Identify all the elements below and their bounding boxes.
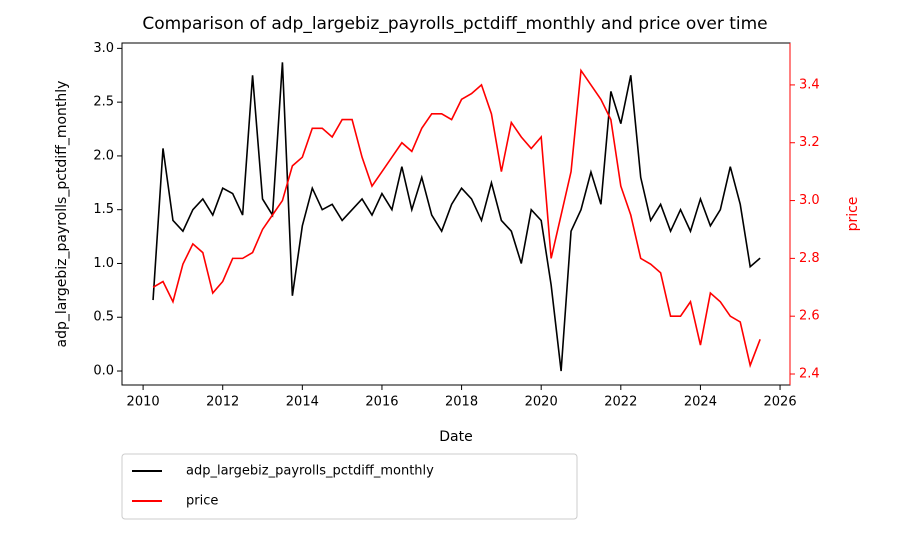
legend-label: adp_largebiz_payrolls_pctdiff_monthly (186, 464, 434, 479)
data-line (152, 62, 761, 372)
data-line (152, 68, 761, 369)
y-tick-label: 0.5 (93, 310, 114, 325)
x-tick-label: 2020 (525, 395, 558, 410)
y2-tick-label: 3.4 (799, 77, 820, 92)
x-axis-label: Date (439, 429, 472, 445)
x-tick-label: 2012 (206, 395, 239, 410)
y2-tick-label: 3.2 (799, 135, 820, 150)
x-tick-label: 2016 (365, 395, 398, 410)
y-tick-label: 2.0 (93, 148, 114, 163)
x-tick-label: 2024 (684, 395, 717, 410)
legend-label: price (186, 494, 218, 509)
y-tick-label: 0.0 (93, 364, 114, 379)
x-tick-label: 2022 (604, 395, 637, 410)
y2-tick-label: 2.8 (799, 251, 820, 266)
x-tick-label: 2026 (764, 395, 797, 410)
y2-axis-label: price (845, 197, 861, 232)
y-tick-label: 1.0 (93, 256, 114, 271)
x-tick-label: 2018 (445, 395, 478, 410)
y2-tick-label: 2.4 (799, 367, 820, 382)
x-tick-label: 2014 (286, 395, 319, 410)
plot-frame (121, 42, 791, 386)
y-tick-label: 3.0 (93, 41, 114, 56)
x-tick-label: 2010 (127, 395, 160, 410)
chart-title: Comparison of adp_largebiz_payrolls_pctd… (142, 14, 767, 34)
y-tick-label: 2.5 (93, 95, 114, 110)
y2-tick-label: 2.6 (799, 309, 820, 324)
y-axis-label: adp_largebiz_payrolls_pctdiff_monthly (54, 81, 70, 348)
y-tick-label: 1.5 (93, 202, 114, 217)
y2-tick-label: 3.0 (799, 193, 820, 208)
legend-box (121, 453, 578, 520)
